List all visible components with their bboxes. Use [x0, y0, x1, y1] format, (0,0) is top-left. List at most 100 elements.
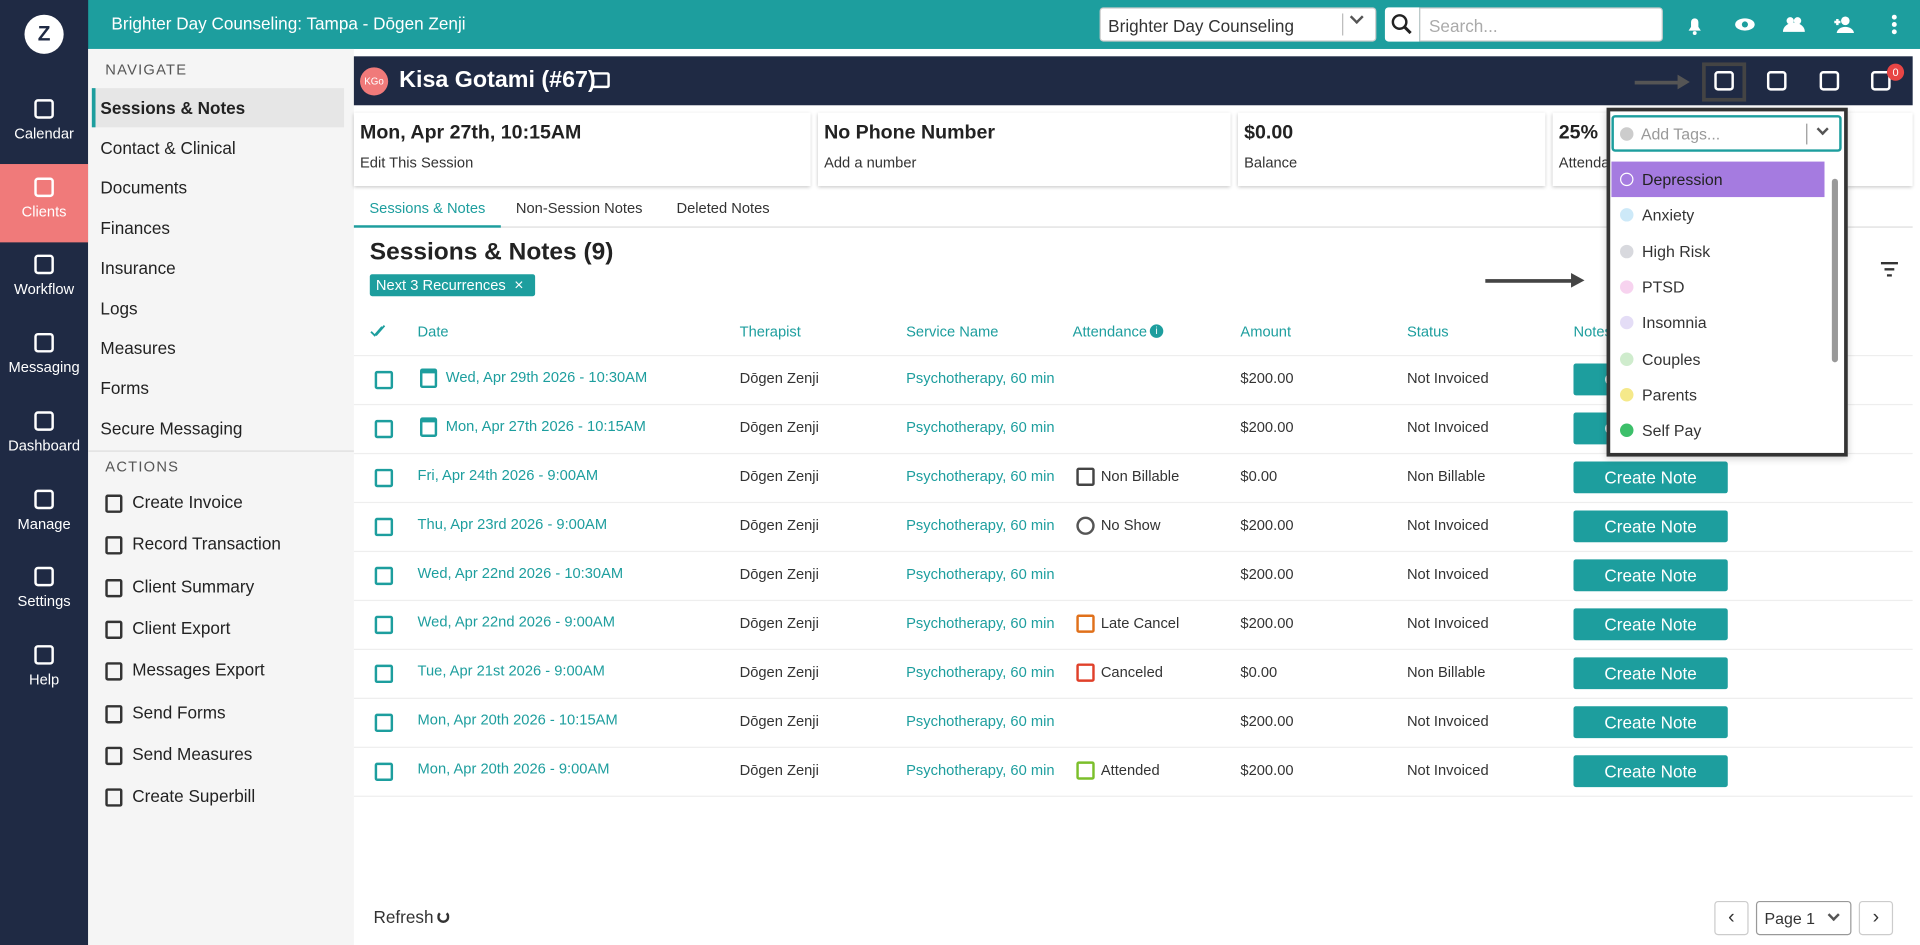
tags-input[interactable]: Add Tags...	[1611, 115, 1842, 152]
chat-icon[interactable]	[591, 72, 610, 89]
action-item[interactable]: Send Forms	[132, 702, 226, 722]
top-icon[interactable]	[1833, 13, 1855, 35]
column-header[interactable]: Date	[417, 323, 449, 341]
session-date[interactable]: Mon, Apr 20th 2026 - 9:00AM	[417, 760, 610, 778]
select-all[interactable]	[370, 323, 387, 338]
nav-item[interactable]: Finances	[100, 218, 170, 238]
refresh[interactable]: Refresh	[373, 907, 434, 927]
service[interactable]: Psychotherapy, 60 min	[906, 712, 1055, 730]
action-item[interactable]: Client Export	[132, 618, 231, 638]
nav-item[interactable]: Contact & Clinical	[100, 137, 236, 158]
sidebar-item[interactable]: Clients	[0, 163, 89, 242]
search-button[interactable]	[1384, 7, 1420, 42]
top-icon[interactable]	[1782, 13, 1805, 35]
session-date[interactable]: Mon, Apr 20th 2026 - 10:15AM	[417, 711, 618, 729]
filter-chip[interactable]: Next 3 Recurrences ×	[369, 274, 536, 297]
action-item[interactable]: Send Measures	[132, 744, 253, 764]
action-item[interactable]: Create Superbill	[132, 785, 256, 806]
row-checkbox[interactable]	[374, 664, 394, 684]
tab[interactable]: Sessions & Notes	[353, 200, 501, 228]
action-item[interactable]: Client Summary	[132, 576, 255, 596]
row-checkbox[interactable]	[374, 762, 394, 781]
tag-option[interactable]: High Risk	[1611, 233, 1824, 268]
session-date[interactable]: Wed, Apr 22nd 2026 - 10:30AM	[417, 564, 624, 582]
session-date[interactable]: Fri, Apr 24th 2026 - 9:00AM	[417, 466, 599, 484]
sidebar-item[interactable]: Help	[0, 632, 88, 710]
create-note-button[interactable]: Create Note	[1573, 559, 1728, 592]
service[interactable]: Psychotherapy, 60 min	[906, 614, 1055, 632]
session-date[interactable]: Wed, Apr 29th 2026 - 10:30AM	[445, 368, 648, 386]
create-note-button[interactable]: Create Note	[1573, 657, 1728, 690]
sidebar-item[interactable]: Settings	[0, 554, 88, 632]
client-action-icon[interactable]	[1766, 70, 1787, 91]
info-card[interactable]: No Phone Number Add a number	[817, 112, 1231, 187]
nav-item[interactable]: Documents	[100, 177, 188, 198]
sidebar-item[interactable]: Manage	[0, 476, 88, 554]
nav-item[interactable]: Forms	[100, 378, 149, 398]
column-header[interactable]: Notes	[1573, 323, 1612, 341]
practice-select[interactable]: Brighter Day Counseling	[1099, 7, 1377, 42]
client-action-icon[interactable]	[1714, 70, 1734, 91]
create-note-button[interactable]: Create Note	[1573, 706, 1728, 739]
column-header[interactable]: Service Name	[906, 323, 999, 341]
tag-option[interactable]: Anxiety	[1611, 197, 1824, 232]
tag-button-highlight[interactable]	[1702, 62, 1747, 102]
tag-option[interactable]: Self Pay	[1611, 413, 1824, 448]
create-note-button[interactable]: Create Note	[1573, 461, 1728, 494]
tag-option[interactable]: Insomnia	[1611, 305, 1824, 340]
info-card[interactable]: Mon, Apr 27th, 10:15AM Edit This Session	[353, 112, 811, 187]
create-note-button[interactable]: Create Note	[1573, 755, 1728, 788]
tag-option[interactable]: Parents	[1611, 377, 1824, 412]
service[interactable]: Psychotherapy, 60 min	[906, 516, 1055, 534]
nav-item[interactable]: Measures	[100, 338, 176, 358]
top-icon[interactable]	[1684, 13, 1706, 36]
prev-page[interactable]: ‹	[1714, 900, 1749, 936]
create-note-button[interactable]: Create Note	[1573, 608, 1728, 641]
session-date[interactable]: Wed, Apr 22nd 2026 - 9:00AM	[417, 613, 615, 631]
row-checkbox[interactable]	[374, 713, 394, 733]
tag-option[interactable]: Couples	[1611, 341, 1824, 376]
sidebar-item[interactable]: Workflow	[0, 242, 88, 320]
row-checkbox[interactable]	[374, 566, 394, 586]
top-icon[interactable]	[1883, 13, 1905, 35]
column-header[interactable]: Attendance	[1072, 323, 1148, 341]
row-checkbox[interactable]	[374, 615, 394, 635]
page-select[interactable]: Page 1	[1755, 900, 1852, 936]
tag-option[interactable]: PTSD	[1611, 269, 1824, 304]
row-checkbox[interactable]	[374, 370, 394, 390]
nav-item[interactable]: Insurance	[100, 258, 176, 278]
column-header[interactable]: Therapist	[739, 323, 801, 341]
service[interactable]: Psychotherapy, 60 min	[906, 565, 1055, 583]
info-card[interactable]: $0.00 Balance	[1237, 112, 1546, 187]
column-header[interactable]: Status	[1406, 323, 1449, 341]
sidebar-item[interactable]: Dashboard	[0, 398, 88, 476]
next-page[interactable]: ›	[1858, 900, 1894, 936]
tab[interactable]: Deleted Notes	[676, 199, 770, 217]
nav-item[interactable]: Secure Messaging	[100, 418, 243, 438]
nav-item[interactable]: Sessions & Notes	[91, 88, 345, 128]
tag-option[interactable]: Depression	[1611, 161, 1825, 198]
row-checkbox[interactable]	[374, 517, 394, 537]
logo[interactable]: Z	[24, 14, 64, 54]
top-icon[interactable]	[1734, 13, 1756, 35]
action-item[interactable]: Record Transaction	[132, 534, 281, 554]
scrollbar-thumb[interactable]	[1831, 178, 1838, 363]
action-item[interactable]: Messages Export	[132, 660, 265, 680]
service[interactable]: Psychotherapy, 60 min	[906, 761, 1055, 779]
filter-icon[interactable]	[1880, 261, 1898, 277]
create-note-button[interactable]: Create Note	[1573, 510, 1728, 543]
service[interactable]: Psychotherapy, 60 min	[906, 418, 1055, 436]
session-date[interactable]: Thu, Apr 23rd 2026 - 9:00AM	[417, 515, 608, 533]
row-checkbox[interactable]	[374, 468, 394, 488]
row-checkbox[interactable]	[374, 419, 394, 439]
search-input[interactable]: Search...	[1419, 7, 1663, 42]
nav-item[interactable]: Logs	[100, 298, 138, 318]
sidebar-item[interactable]: Calendar	[0, 86, 88, 164]
column-header[interactable]: Amount	[1240, 323, 1292, 341]
session-date[interactable]: Tue, Apr 21st 2026 - 9:00AM	[417, 662, 605, 680]
sidebar-item[interactable]: Messaging	[0, 320, 88, 398]
action-item[interactable]: Create Invoice	[132, 492, 243, 512]
chip-close[interactable]: ×	[514, 275, 524, 294]
client-action-icon[interactable]	[1819, 70, 1840, 91]
service[interactable]: Psychotherapy, 60 min	[906, 663, 1055, 681]
